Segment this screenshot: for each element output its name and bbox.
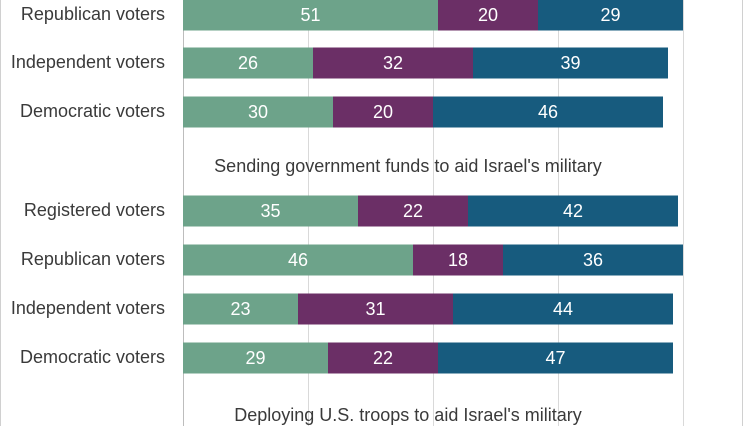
bar-segment bbox=[183, 0, 438, 31]
bar-rows: Republican voters 51 20 29 Independent voter… bbox=[11, 0, 683, 374]
data-label: 51 bbox=[300, 5, 320, 25]
row-label: Republican voters bbox=[21, 4, 165, 24]
bar-segment bbox=[313, 47, 473, 79]
data-label: 30 bbox=[248, 102, 268, 122]
bar-row: Democratic voters 29 22 47 bbox=[20, 342, 673, 374]
section-titles: Sending government funds to aid Israel's… bbox=[214, 156, 602, 425]
bar-segment bbox=[183, 47, 313, 79]
bar-segment bbox=[468, 195, 678, 227]
data-label: 46 bbox=[288, 250, 308, 270]
bar-segment bbox=[183, 244, 413, 276]
bar-segment bbox=[183, 195, 358, 227]
data-label: 47 bbox=[545, 348, 565, 368]
data-label: 44 bbox=[553, 299, 573, 319]
bar-segment bbox=[333, 96, 433, 128]
bar-segment bbox=[183, 342, 328, 374]
bar-segment bbox=[433, 96, 663, 128]
data-label: 20 bbox=[373, 102, 393, 122]
bar-segment bbox=[183, 293, 298, 325]
data-label: 31 bbox=[365, 299, 385, 319]
bar-segment bbox=[358, 195, 468, 227]
data-label: 32 bbox=[383, 53, 403, 73]
data-label: 36 bbox=[583, 250, 603, 270]
bar-segment bbox=[453, 293, 673, 325]
bar-row: Independent voters 26 32 39 bbox=[11, 47, 668, 79]
row-label: Democratic voters bbox=[20, 101, 165, 121]
data-label: 35 bbox=[260, 201, 280, 221]
section-title: Deploying U.S. troops to aid Israel's mi… bbox=[234, 405, 582, 425]
bar-row: Registered voters 35 22 42 bbox=[24, 195, 678, 227]
data-label: 29 bbox=[245, 348, 265, 368]
bar-segment bbox=[328, 342, 438, 374]
bar-row: Independent voters 23 31 44 bbox=[11, 293, 673, 325]
data-label: 29 bbox=[600, 5, 620, 25]
data-label: 39 bbox=[560, 53, 580, 73]
bar-segment bbox=[183, 96, 333, 128]
data-label: 42 bbox=[563, 201, 583, 221]
bar-segment bbox=[298, 293, 453, 325]
bar-segment bbox=[413, 244, 503, 276]
bar-segment bbox=[473, 47, 668, 79]
bar-row: Republican voters 51 20 29 bbox=[21, 0, 683, 31]
data-label: 26 bbox=[238, 53, 258, 73]
row-label: Registered voters bbox=[24, 200, 165, 220]
bar-segment bbox=[438, 342, 673, 374]
data-label: 18 bbox=[448, 250, 468, 270]
left-border bbox=[0, 0, 1, 426]
bar-row: Democratic voters 30 20 46 bbox=[20, 96, 663, 128]
data-label: 22 bbox=[373, 348, 393, 368]
bar-segment bbox=[438, 0, 538, 31]
data-label: 20 bbox=[478, 5, 498, 25]
data-label: 23 bbox=[230, 299, 250, 319]
bar-row: Republican voters 46 18 36 bbox=[21, 244, 683, 276]
data-label: 22 bbox=[403, 201, 423, 221]
row-label: Republican voters bbox=[21, 249, 165, 269]
section-title: Sending government funds to aid Israel's… bbox=[214, 156, 602, 176]
row-label: Independent voters bbox=[11, 298, 165, 318]
bar-segment bbox=[503, 244, 683, 276]
bar-segment bbox=[538, 0, 683, 31]
row-label: Democratic voters bbox=[20, 347, 165, 367]
row-label: Independent voters bbox=[11, 52, 165, 72]
data-label: 46 bbox=[538, 102, 558, 122]
right-border bbox=[742, 0, 743, 426]
